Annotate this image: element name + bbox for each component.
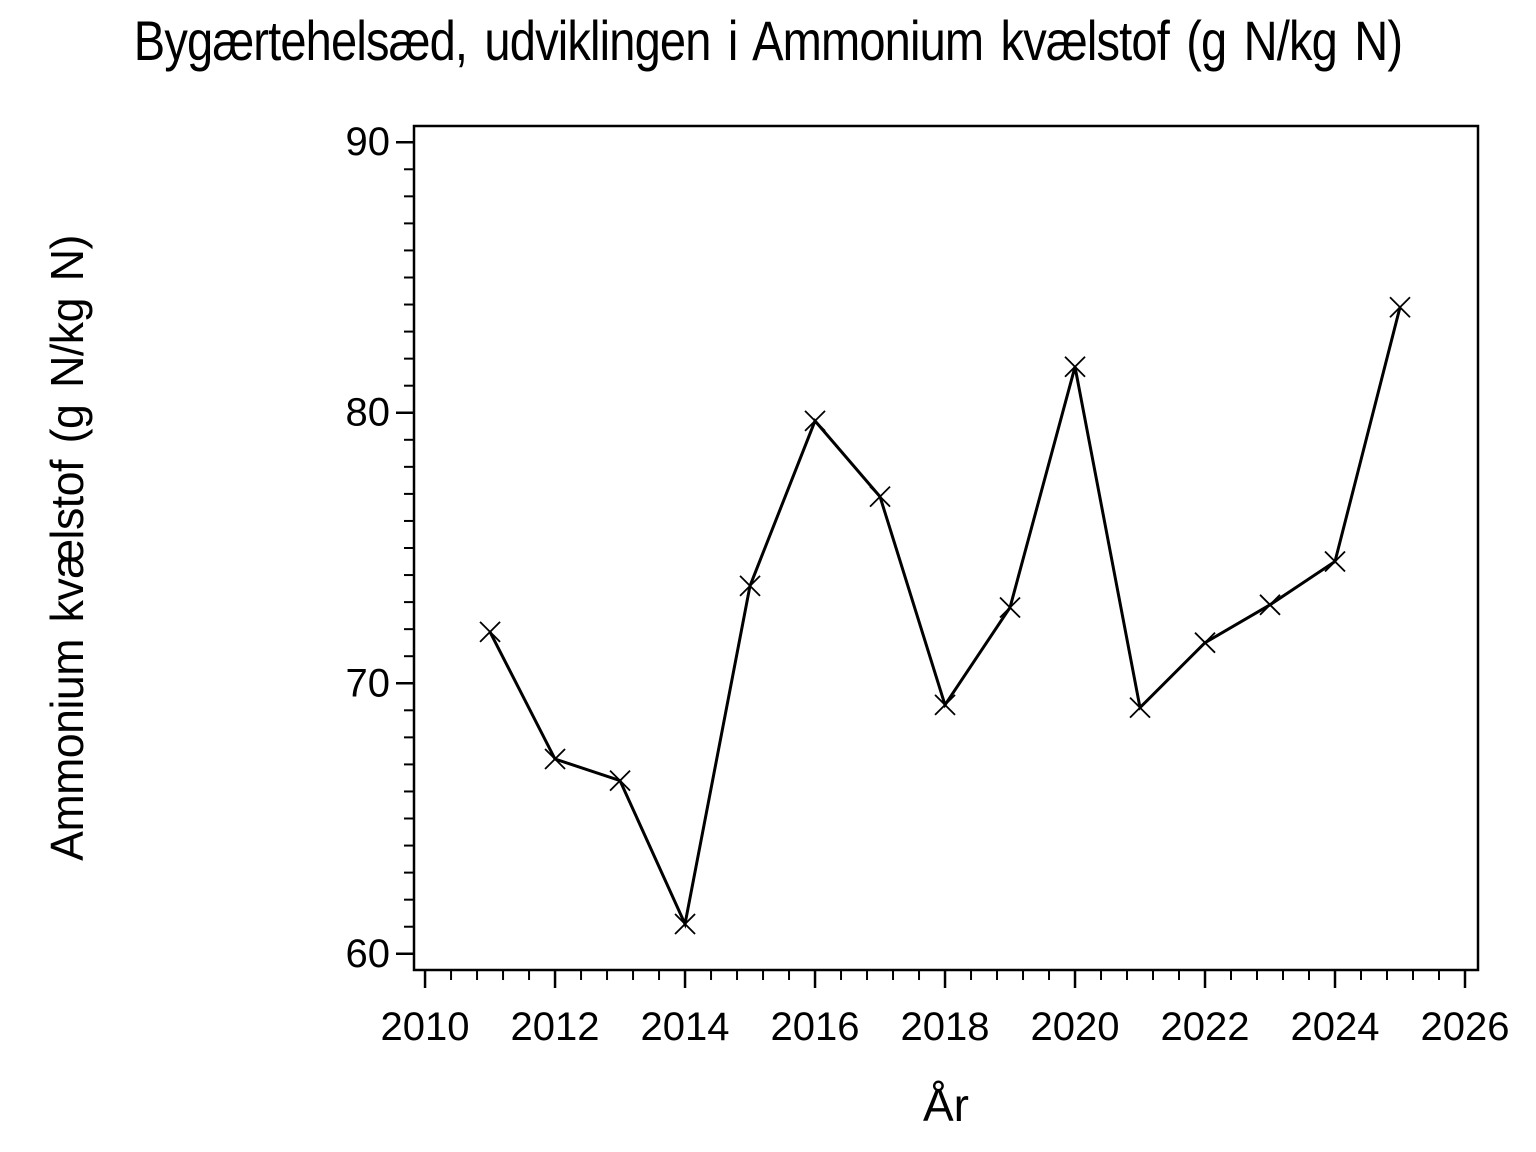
x-tick-label: 2014 (641, 1005, 730, 1049)
data-point-marker (1324, 550, 1346, 573)
data-point-marker (1389, 296, 1411, 318)
data-point-marker (1259, 594, 1281, 616)
x-tick-label: 2022 (1161, 1005, 1250, 1049)
y-tick-label: 80 (346, 391, 391, 435)
data-point-marker (869, 485, 891, 508)
x-tick-label: 2020 (1031, 1005, 1120, 1049)
data-point-marker (544, 748, 566, 770)
data-point-marker (1064, 356, 1086, 378)
x-tick-label: 2012 (511, 1005, 600, 1049)
data-point-marker (804, 410, 826, 432)
plot-frame (412, 124, 1480, 972)
data-point-marker (999, 596, 1021, 619)
x-tick-label: 2010 (381, 1005, 470, 1049)
x-tick-label: 2016 (771, 1005, 860, 1049)
data-point-marker (739, 575, 761, 597)
x-tick-label: 2024 (1291, 1005, 1380, 1049)
y-tick-label: 70 (346, 661, 391, 705)
data-point-marker (1129, 696, 1151, 719)
data-point-marker (674, 913, 696, 935)
data-point-marker (609, 770, 631, 792)
data-point-marker (479, 621, 501, 643)
x-axis-title: År (923, 1079, 969, 1131)
data-point-marker (934, 694, 956, 716)
y-tick-label: 90 (346, 120, 391, 164)
data-line (488, 306, 1402, 929)
x-tick-label: 2018 (901, 1005, 990, 1049)
chart-title: Bygærtehelsæd, udviklingen i Ammonium kv… (133, 9, 1403, 72)
y-tick-label: 60 (346, 932, 391, 976)
x-tick-label: 2026 (1421, 1005, 1510, 1049)
data-point-marker (1194, 632, 1216, 654)
